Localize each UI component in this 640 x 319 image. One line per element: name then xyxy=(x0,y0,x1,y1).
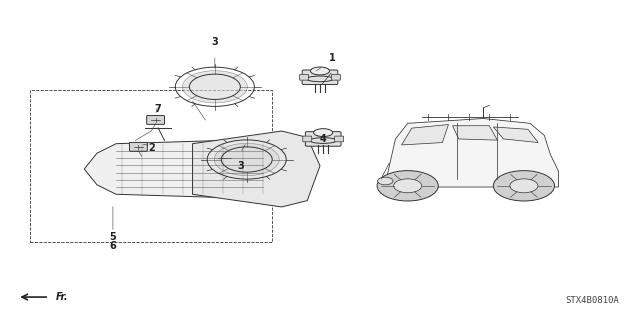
Ellipse shape xyxy=(314,129,333,137)
Text: 4: 4 xyxy=(320,134,326,144)
Polygon shape xyxy=(401,124,449,145)
FancyBboxPatch shape xyxy=(303,136,312,142)
Circle shape xyxy=(378,177,393,185)
Text: 5: 5 xyxy=(109,232,116,242)
Circle shape xyxy=(510,179,538,193)
FancyBboxPatch shape xyxy=(335,136,344,142)
Text: 3: 3 xyxy=(211,38,218,48)
Text: STX4B0810A: STX4B0810A xyxy=(566,296,620,305)
Text: 7: 7 xyxy=(154,104,161,114)
Circle shape xyxy=(394,179,422,193)
Ellipse shape xyxy=(310,67,330,75)
Text: 3: 3 xyxy=(237,161,244,171)
Circle shape xyxy=(377,171,438,201)
Circle shape xyxy=(493,171,554,201)
Polygon shape xyxy=(381,119,559,187)
FancyBboxPatch shape xyxy=(129,142,147,151)
Text: 2: 2 xyxy=(148,144,154,153)
PathPatch shape xyxy=(193,131,320,207)
FancyBboxPatch shape xyxy=(305,132,341,146)
FancyBboxPatch shape xyxy=(300,74,308,80)
Text: 1: 1 xyxy=(330,53,336,63)
Circle shape xyxy=(182,70,247,103)
FancyBboxPatch shape xyxy=(302,70,338,85)
FancyBboxPatch shape xyxy=(332,74,340,80)
PathPatch shape xyxy=(84,141,275,197)
FancyBboxPatch shape xyxy=(147,115,164,124)
Text: 6: 6 xyxy=(109,241,116,251)
Circle shape xyxy=(214,143,279,176)
Polygon shape xyxy=(452,126,497,140)
Text: Fr.: Fr. xyxy=(56,292,68,302)
Polygon shape xyxy=(493,127,538,143)
